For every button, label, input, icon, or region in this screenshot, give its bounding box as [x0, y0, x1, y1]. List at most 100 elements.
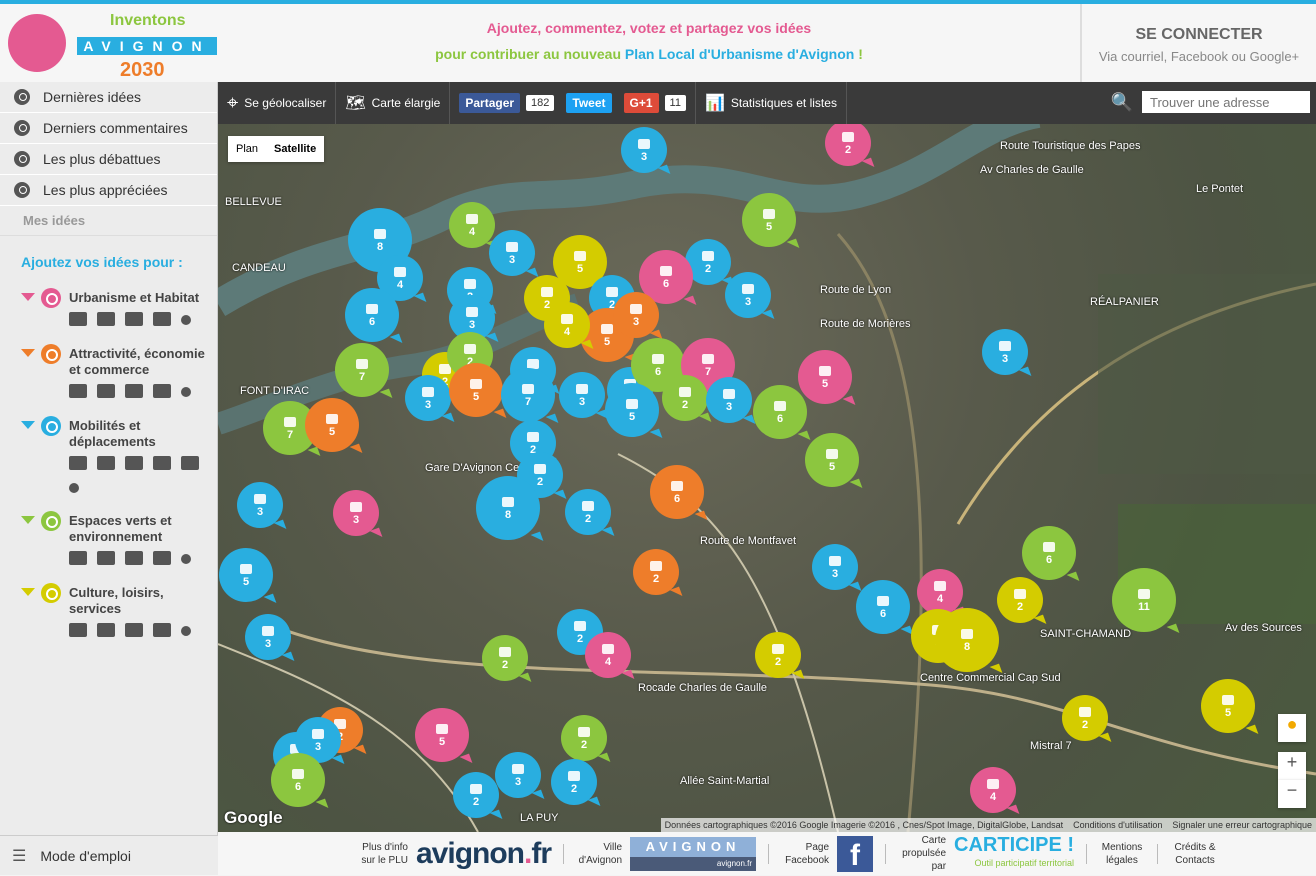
facebook-icon[interactable]: f [837, 835, 874, 872]
idea-cluster-marker[interactable]: 2 [565, 489, 611, 535]
address-search-input[interactable] [1142, 91, 1310, 113]
category-2[interactable]: Mobilités et déplacements [0, 416, 217, 493]
idea-cluster-marker[interactable]: 5 [449, 363, 503, 417]
carticipe-logo[interactable]: CARTICIPE ! Outil participatif territoria… [954, 835, 1074, 872]
collapse-triangle-icon[interactable] [21, 516, 35, 524]
report-error-link[interactable]: Signaler une erreur cartographique [1172, 820, 1312, 830]
plant-icon[interactable] [125, 551, 143, 565]
idea-cluster-marker[interactable]: 2 [633, 549, 679, 595]
map-type-satellite[interactable]: Satellite [274, 143, 317, 155]
idea-cluster-marker[interactable]: 3 [725, 272, 771, 318]
other-icon[interactable] [181, 387, 191, 397]
idea-cluster-marker[interactable]: 3 [333, 490, 379, 536]
idea-cluster-marker[interactable]: 3 [495, 752, 541, 798]
idea-cluster-marker[interactable]: 4 [449, 202, 495, 248]
gplus-button[interactable]: G+1 [623, 93, 659, 113]
map-satellite[interactable]: Le Pontet Av Charles de Gaulle Route de Ly… [218, 124, 1316, 832]
category-3[interactable]: Espaces verts et environnement [0, 511, 217, 565]
idea-cluster-marker[interactable]: 5 [219, 548, 273, 602]
street-view-pegman-icon[interactable]: ● [1278, 714, 1306, 742]
car-icon[interactable] [69, 456, 87, 470]
terms-link[interactable]: Conditions d'utilisation [1073, 820, 1163, 830]
facebook-share-button[interactable]: Partager [459, 93, 521, 113]
idea-cluster-marker[interactable]: 2 [662, 375, 708, 421]
footer-credits[interactable]: Crédits & Contacts [1158, 842, 1232, 866]
basket-icon[interactable] [97, 384, 115, 398]
idea-cluster-marker[interactable]: 5 [805, 433, 859, 487]
idea-cluster-marker[interactable]: 2 [557, 609, 603, 655]
map-type-plan[interactable]: Plan [236, 143, 259, 155]
geolocate-button[interactable]: ⌖ Se géolocaliser [218, 82, 337, 124]
idea-cluster-marker[interactable]: 2 [755, 632, 801, 678]
idea-cluster-marker[interactable]: 3 [982, 329, 1028, 375]
other-icon[interactable] [181, 554, 191, 564]
idea-cluster-marker[interactable]: 5 [415, 708, 469, 762]
nav-mes-idees[interactable]: Mes idées [0, 206, 217, 236]
nav-plus-appreciees[interactable]: Les plus appréciées [0, 175, 217, 206]
plu-link[interactable]: Plan Local d'Urbanisme d'Avignon [624, 46, 855, 62]
idea-cluster-marker[interactable]: 4 [970, 767, 1016, 813]
idea-cluster-marker[interactable]: 2 [482, 635, 528, 681]
idea-cluster-marker[interactable]: 6 [345, 288, 399, 342]
collapse-triangle-icon[interactable] [21, 588, 35, 596]
add-idea-icon[interactable] [41, 344, 61, 364]
zoom-out-button[interactable]: − [1278, 780, 1306, 808]
category-4[interactable]: Culture, loisirs, services [0, 583, 217, 637]
connect-button[interactable]: SE CONNECTER Via courriel, Facebook ou G… [1080, 4, 1316, 82]
idea-cluster-marker[interactable]: 8 [476, 476, 540, 540]
idea-cluster-marker[interactable]: 7 [335, 343, 389, 397]
avignon-fr-logo[interactable]: avignon.fr [416, 839, 552, 869]
site-logo[interactable]: Inventons AVIGNON 2030 [0, 4, 218, 82]
idea-cluster-marker[interactable]: 5 [305, 398, 359, 452]
category-1[interactable]: Attractivité, économie et commerce [0, 344, 217, 398]
footer-mentions[interactable]: Mentions légales [1087, 842, 1159, 866]
footer-carticipe[interactable]: Carte propulsée par CARTICIPE ! Outil part… [886, 835, 1088, 872]
culture-icon[interactable] [69, 623, 87, 637]
search-icon[interactable]: 🔍 [1110, 92, 1133, 112]
add-idea-icon[interactable] [41, 511, 61, 531]
idea-cluster-marker[interactable]: 4 [917, 569, 963, 615]
idea-cluster-marker[interactable]: 2 [1062, 695, 1108, 741]
idea-cluster-marker[interactable]: 5 [798, 350, 852, 404]
idea-cluster-marker[interactable]: 4 [544, 302, 590, 348]
add-idea-icon[interactable] [41, 416, 61, 436]
idea-cluster-marker[interactable]: 6 [650, 465, 704, 519]
multimodal-icon[interactable] [181, 456, 199, 470]
idea-cluster-marker[interactable]: 2 [453, 772, 499, 818]
idea-cluster-marker[interactable]: 2 [997, 577, 1043, 623]
idea-cluster-marker[interactable]: 2 [825, 124, 871, 166]
ville-avignon-logo[interactable]: AVIGNON avignon.fr [630, 836, 757, 871]
nav-plus-debattues[interactable]: Les plus débattues [0, 144, 217, 175]
bus-icon[interactable] [97, 456, 115, 470]
idea-cluster-marker[interactable]: 6 [271, 753, 325, 807]
footer-facebook[interactable]: Page Facebook f [769, 835, 887, 872]
crane-icon[interactable] [69, 312, 87, 326]
idea-cluster-marker[interactable]: 3 [613, 292, 659, 338]
monument-icon[interactable] [153, 312, 171, 326]
agriculture-icon[interactable] [153, 384, 171, 398]
other-icon[interactable] [69, 483, 79, 493]
other-icon[interactable] [181, 626, 191, 636]
idea-cluster-marker[interactable]: 11 [1112, 568, 1176, 632]
idea-cluster-marker[interactable]: 6 [631, 338, 685, 392]
category-0[interactable]: Urbanisme et Habitat [0, 288, 217, 326]
idea-cluster-marker[interactable]: 6 [1022, 526, 1076, 580]
idea-cluster-marker[interactable]: 3 [812, 544, 858, 590]
idea-cluster-marker[interactable]: 5 [1201, 679, 1255, 733]
factory-icon[interactable] [69, 384, 87, 398]
wide-map-button[interactable]: 🗺 Carte élargie [336, 82, 451, 124]
tweet-button[interactable]: Tweet [566, 93, 612, 113]
idea-cluster-marker[interactable]: 3 [405, 375, 451, 421]
mode-emploi-button[interactable]: ☰ Mode d'emploi [0, 835, 218, 875]
tree-icon[interactable] [97, 551, 115, 565]
idea-cluster-marker[interactable]: 4 [585, 632, 631, 678]
zoom-in-button[interactable]: + [1278, 752, 1306, 780]
idea-cluster-marker[interactable]: 8 [935, 608, 999, 672]
idea-cluster-marker[interactable]: 7 [501, 368, 555, 422]
collapse-triangle-icon[interactable] [21, 349, 35, 357]
footer-ville[interactable]: Ville d'Avignon AVIGNON avignon.fr [564, 836, 770, 871]
add-idea-icon[interactable] [41, 288, 61, 308]
energy-icon[interactable] [153, 551, 171, 565]
idea-cluster-marker[interactable]: 3 [621, 127, 667, 173]
idea-cluster-marker[interactable]: 6 [856, 580, 910, 634]
